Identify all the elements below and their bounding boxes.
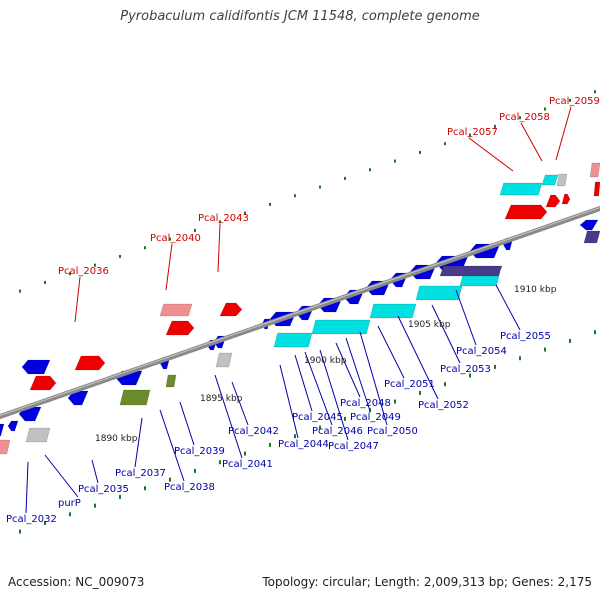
scale-label: 1910 kbp <box>514 285 557 295</box>
gene-feature <box>556 173 568 187</box>
gene-label: Pcal_2055 <box>500 331 551 342</box>
gene-feature <box>273 332 313 348</box>
gene-label: Pcal_2049 <box>350 412 401 423</box>
leader-line <box>217 223 221 273</box>
leader-line <box>91 459 99 484</box>
gene-label: Pcal_2038 <box>164 482 215 493</box>
gene-label: Pcal_2037 <box>115 468 166 479</box>
gene-feature <box>579 219 599 231</box>
gene-label: Pcal_2042 <box>228 426 279 437</box>
gene-feature <box>0 439 11 455</box>
gene-feature <box>74 355 106 371</box>
gene-label: Pcal_2051 <box>384 379 435 390</box>
gene-feature <box>504 204 548 220</box>
leader-line <box>495 284 521 331</box>
label-leader-lines <box>25 106 572 514</box>
gene-feature <box>21 359 51 375</box>
gene-label: Pcal_2032 <box>6 514 57 525</box>
gene-label: Pcal_2046 <box>312 426 363 437</box>
gene-label: Pcal_2043 <box>198 213 249 224</box>
leader-line <box>359 331 388 426</box>
gene-label: Pcal_2047 <box>328 441 379 452</box>
gene-labels: Pcal_2036Pcal_2040Pcal_2043Pcal_2057Pcal… <box>6 96 600 525</box>
leader-line <box>134 417 143 468</box>
gene-feature <box>541 174 559 186</box>
gene-label: Pcal_2039 <box>174 446 225 457</box>
leader-line <box>520 122 543 162</box>
gene-label: Pcal_2054 <box>456 346 507 357</box>
gene-feature <box>583 230 600 244</box>
leader-line <box>74 276 81 323</box>
backbone <box>0 205 600 420</box>
genome-summary: Topology: circular; Length: 2,009,313 bp… <box>262 575 592 589</box>
leader-line <box>304 351 333 426</box>
gene-label: Pcal_2053 <box>440 364 491 375</box>
gene-feature <box>311 319 371 335</box>
gene-feature <box>545 194 561 208</box>
gene-label: Pcal_2041 <box>222 459 273 470</box>
leader-line <box>165 243 173 291</box>
leader-line <box>377 325 405 379</box>
gene-feature <box>25 427 51 443</box>
gene-label: Pcal_2040 <box>150 233 201 244</box>
leader-line <box>555 106 572 161</box>
leader-line <box>335 342 361 398</box>
gene-feature <box>589 162 600 178</box>
gene-label: Pcal_2052 <box>418 400 469 411</box>
scale-label: 1890 kbp <box>95 434 138 444</box>
gene-feature <box>165 320 195 336</box>
leader-line <box>231 381 249 426</box>
gene-feature <box>369 303 417 319</box>
leader-line <box>214 374 243 459</box>
leader-line <box>279 364 299 439</box>
gene-label: Pcal_2044 <box>278 439 329 450</box>
scale-label: 1900 kbp <box>304 356 347 366</box>
gene-features <box>0 162 600 455</box>
scale-label: 1895 kbp <box>200 394 243 404</box>
gene-feature <box>439 265 503 277</box>
gene-feature <box>415 285 463 301</box>
leader-line <box>468 137 514 172</box>
gene-label: purP <box>58 498 81 509</box>
gene-feature <box>215 352 233 368</box>
gene-feature <box>7 420 19 432</box>
gene-feature <box>159 303 193 317</box>
gene-feature <box>593 181 600 197</box>
gene-label: Pcal_2058 <box>499 112 550 123</box>
leader-line <box>397 315 439 400</box>
leader-line <box>179 401 195 446</box>
leader-line <box>319 349 349 441</box>
leader-line <box>345 337 371 412</box>
leader-line <box>44 454 79 498</box>
leader-line <box>431 304 461 364</box>
gene-label: Pcal_2035 <box>78 484 129 495</box>
gene-feature <box>29 375 57 391</box>
backbone-highlight <box>0 206 600 417</box>
gene-label: Pcal_2059 <box>549 96 600 107</box>
tick-marks <box>19 90 596 534</box>
leader-line <box>455 289 477 346</box>
gene-feature <box>499 182 543 196</box>
gene-label: Pcal_2050 <box>367 426 418 437</box>
gene-feature <box>0 423 5 437</box>
leader-line <box>159 409 185 482</box>
leader-line <box>25 461 29 514</box>
scale-label: 1905 kbp <box>408 320 451 330</box>
gene-feature <box>165 374 177 388</box>
gene-label: Pcal_2057 <box>447 127 498 138</box>
gene-label: Pcal_2048 <box>340 398 391 409</box>
leader-line <box>294 354 313 412</box>
accession-text: Accession: NC_009073 <box>8 575 145 589</box>
scale-labels: 1890 kbp 1895 kbp 1900 kbp 1905 kbp 1910 kbp <box>95 285 557 444</box>
gene-label: Pcal_2045 <box>292 412 343 423</box>
gene-feature <box>561 193 571 205</box>
gene-feature <box>119 389 151 406</box>
map-title: Pyrobaculum calidifontis JCM 11548, comp… <box>120 9 480 24</box>
gene-label: Pcal_2036 <box>58 266 109 277</box>
gene-feature <box>219 302 243 317</box>
